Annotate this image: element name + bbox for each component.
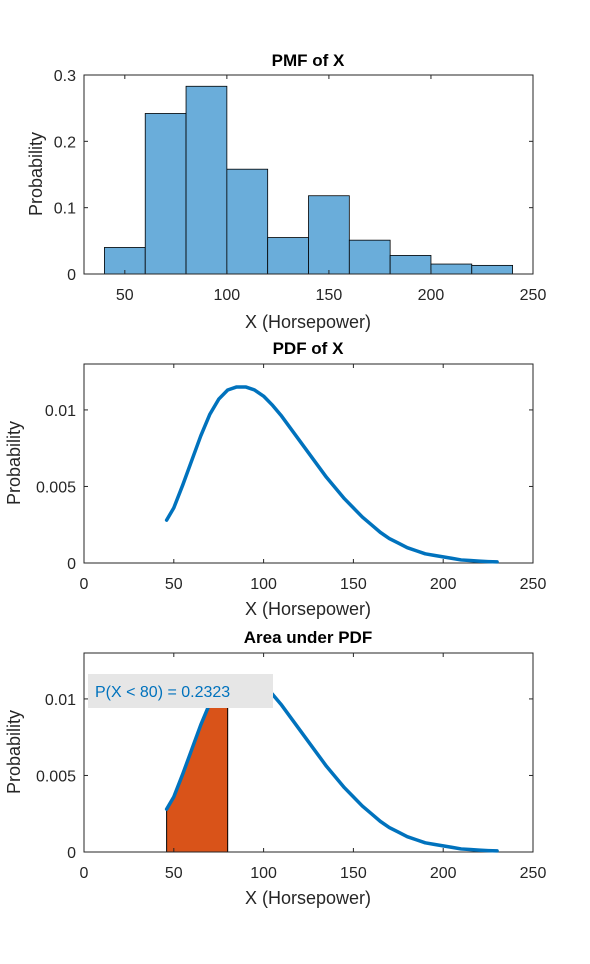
area-x-tick-label: 50 [165,865,183,882]
area-y-tick-label: 0.005 [36,768,76,785]
pdf-x-tick-label: 250 [520,576,547,593]
area-x-tick-label: 0 [80,865,89,882]
pmf-y-tick-label: 0.1 [54,201,76,218]
pdf-y-tick-label: 0 [67,556,76,573]
pdf-panel: PDF of X 0 50 100 150 200 250 0 0.005 0.01 X (H… [4,339,546,619]
pmf-y-label: Probability [26,132,46,216]
pmf-bar [389,255,432,275]
pdf-axes [83,363,534,564]
area-panel: Area under PDF 0 50 100 150 200 250 0 0.005 0.0… [4,628,546,908]
pmf-x-tick-label: 100 [214,287,241,304]
area-axes [83,652,534,853]
pmf-bar [226,168,269,275]
area-x-ticks: 0 50 100 150 200 250 [80,653,547,882]
area-x-tick-label: 250 [520,865,547,882]
area-y-ticks: 0 0.005 0.01 [36,692,533,862]
pmf-x-tick-label: 200 [418,287,445,304]
pmf-x-label: X (Horsepower) [245,312,371,332]
pdf-x-tick-label: 150 [340,576,367,593]
pdf-axes-box [83,363,534,564]
pmf-bar [348,239,391,275]
annotation-text: P(X < 80) = 0.2323 [95,684,230,701]
area-x-tick-label: 100 [250,865,277,882]
area-x-tick-label: 150 [340,865,367,882]
pdf-y-tick-label: 0.01 [45,403,76,420]
pmf-x-tick-label: 150 [316,287,343,304]
pmf-y-tick-label: 0.2 [54,134,76,151]
pmf-y-tick-label: 0.3 [54,68,76,85]
pdf-y-ticks: 0 0.005 0.01 [36,403,533,573]
pmf-x-tick-label: 50 [116,287,134,304]
pdf-y-label: Probability [4,421,24,505]
pdf-line [164,385,499,564]
pmf-title: PMF of X [272,51,345,70]
pmf-y-tick-label: 0 [67,267,76,284]
pmf-x-tick-label: 250 [520,287,547,304]
annotation-box [88,674,273,708]
pmf-bar [267,237,309,275]
pdf-x-tick-label: 50 [165,576,183,593]
pmf-bars [104,85,513,275]
pdf-y-tick-label: 0.005 [36,479,76,496]
pdf-x-tick-label: 200 [430,576,457,593]
pmf-axes [83,74,534,275]
pmf-x-ticks: 50 100 150 200 250 [116,75,547,304]
pmf-panel: PMF of X 50 100 150 200 250 0 0.1 0.2 0.3 X (Ho… [26,51,546,332]
pmf-axes-box [83,74,534,275]
area-x-tick-label: 200 [430,865,457,882]
area-title: Area under PDF [244,628,372,647]
area-y-label: Probability [4,710,24,794]
pdf-title: PDF of X [273,339,344,358]
pdf-x-tick-label: 0 [80,576,89,593]
pmf-bar [471,264,513,275]
area-x-label: X (Horsepower) [245,888,371,908]
pmf-bar [185,85,228,275]
area-axes-box [83,652,534,853]
pmf-bar [104,247,146,275]
pdf-x-label: X (Horsepower) [245,599,371,619]
area-y-tick-label: 0.01 [45,692,76,709]
pdf-curve [164,385,499,564]
pmf-y-ticks: 0 0.1 0.2 0.3 [54,68,533,284]
area-y-tick-label: 0 [67,845,76,862]
pmf-bar [430,263,473,275]
pdf-x-tick-label: 100 [250,576,277,593]
pmf-bar [144,113,187,275]
pmf-bar [308,195,350,275]
pdf-x-ticks: 0 50 100 150 200 250 [80,364,547,593]
